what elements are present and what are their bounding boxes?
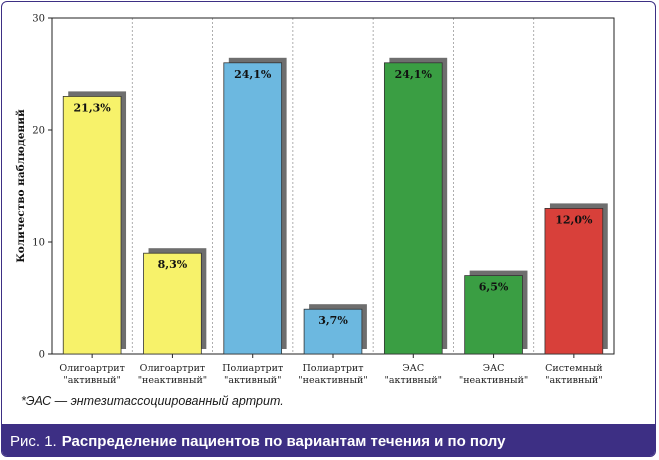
data-label: 12,0%	[555, 213, 593, 226]
x-tick-label: Полиартрит	[302, 363, 363, 374]
x-tick-label: Олигоартрит	[140, 363, 206, 374]
x-tick-label: "активный"	[545, 375, 603, 386]
bars	[63, 58, 608, 354]
caption-prefix: Рис. 1.	[10, 433, 57, 450]
caption-title: Распределение пациентов по вариантам теч…	[62, 433, 506, 450]
x-tick-label: Олигоартрит	[59, 363, 125, 374]
data-label: 3,7%	[318, 314, 348, 327]
bar	[384, 63, 442, 354]
y-tick-label: 30	[32, 14, 45, 25]
data-label: 24,1%	[234, 68, 272, 81]
data-label: 24,1%	[395, 68, 433, 81]
x-tick-label: ЭАС	[483, 363, 505, 374]
data-label: 6,5%	[479, 281, 509, 294]
bar	[224, 63, 282, 354]
bar	[545, 208, 603, 354]
x-tick-label: "активный"	[63, 375, 121, 386]
y-tick-label: 20	[32, 126, 45, 137]
x-tick-label: "неактивный"	[138, 375, 207, 386]
x-tick-label: Системный	[545, 363, 602, 374]
x-tick-label: Полиартрит	[222, 363, 283, 374]
data-label: 8,3%	[158, 258, 188, 271]
plot-frame	[52, 18, 614, 354]
x-tick-label: ЭАС	[402, 363, 424, 374]
y-tick-label: 0	[39, 350, 45, 361]
bar-chart: 0 10 20 30 Количество наблюдений 21,3% Олигоа…	[2, 2, 656, 392]
figure-caption: Рис. 1. Распределение пациентов по вариа…	[2, 424, 656, 457]
x-tick-label: "активный"	[385, 375, 443, 386]
x-tick-label: "неактивный"	[459, 375, 528, 386]
x-tick-label: "неактивный"	[298, 375, 367, 386]
bar	[63, 96, 121, 354]
data-label: 21,3%	[74, 101, 112, 114]
y-tick-label: 10	[32, 238, 45, 249]
footnote: *ЭАС — энтезитассоциированный артрит.	[21, 394, 284, 408]
x-tick-label: "активный"	[224, 375, 282, 386]
y-axis-title: Количество наблюдений	[15, 109, 27, 263]
